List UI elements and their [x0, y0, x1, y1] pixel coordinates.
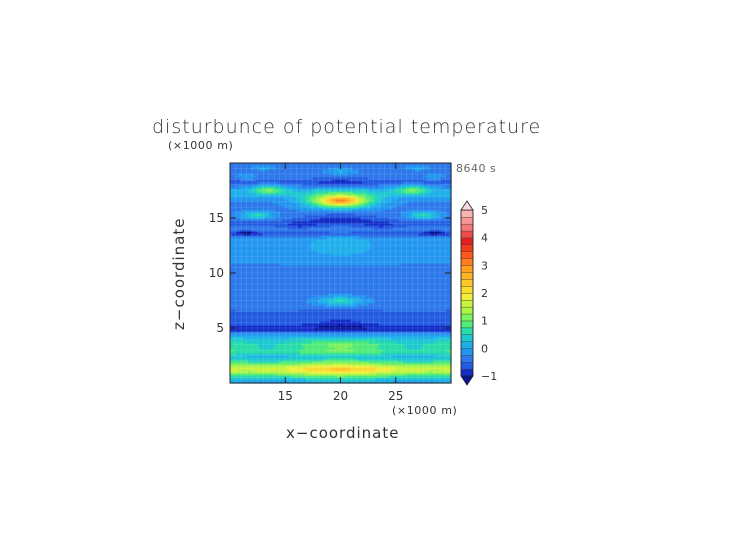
- colorbar-level: [461, 293, 473, 300]
- colorbar-level: [461, 231, 473, 238]
- colorbar-level: [461, 341, 473, 348]
- x-tick-label: 25: [388, 389, 403, 403]
- colorbar-level: [461, 348, 473, 355]
- colorbar-level: [461, 355, 473, 362]
- colorbar-top-arrow: [461, 201, 473, 210]
- y-axis-label: z−coordinate: [170, 218, 188, 330]
- colorbar-level: [461, 217, 473, 224]
- colorbar-level: [461, 307, 473, 314]
- colorbar-bottom-arrow: [461, 376, 473, 385]
- y-tick-label: 5: [216, 321, 224, 335]
- colorbar-level: [461, 362, 473, 369]
- colorbar-level: [461, 272, 473, 279]
- colorbar-tick-label: 4: [481, 232, 488, 245]
- colorbar-tick-label: 2: [481, 287, 488, 300]
- time-label: 8640 s: [456, 162, 496, 175]
- colorbar-level: [461, 314, 473, 321]
- y-tick-label: 15: [209, 211, 224, 225]
- x-axis-label: x−coordinate: [286, 424, 399, 442]
- colorbar-level: [461, 279, 473, 286]
- x-tick-label: 15: [278, 389, 293, 403]
- colorbar-level: [461, 265, 473, 272]
- colorbar-tick-label: 0: [481, 342, 488, 355]
- colorbar-level: [461, 321, 473, 328]
- colorbar-tick-label: 5: [481, 204, 488, 217]
- colorbar-level: [461, 245, 473, 252]
- colorbar-level: [461, 335, 473, 342]
- y-tick-label: 10: [209, 266, 224, 280]
- x-unit-label: (×1000 m): [392, 404, 457, 417]
- z-unit-label: (×1000 m): [168, 139, 233, 152]
- colorbar-level: [461, 252, 473, 259]
- colorbar-tick-label: 3: [481, 259, 488, 272]
- colorbar-level: [461, 286, 473, 293]
- colorbar-tick-label: 1: [481, 315, 488, 328]
- colorbar-level: [461, 238, 473, 245]
- colorbar-level: [461, 224, 473, 231]
- colorbar-level: [461, 369, 473, 376]
- colorbar-level: [461, 210, 473, 217]
- grid-lines: [230, 163, 451, 383]
- colorbar-level: [461, 328, 473, 335]
- colorbar-level: [461, 258, 473, 265]
- colorbar-level: [461, 300, 473, 307]
- colorbar-tick-label: −1: [481, 370, 497, 383]
- x-tick-label: 20: [333, 389, 348, 403]
- chart-title: disturbunce of potential temperature: [152, 116, 541, 138]
